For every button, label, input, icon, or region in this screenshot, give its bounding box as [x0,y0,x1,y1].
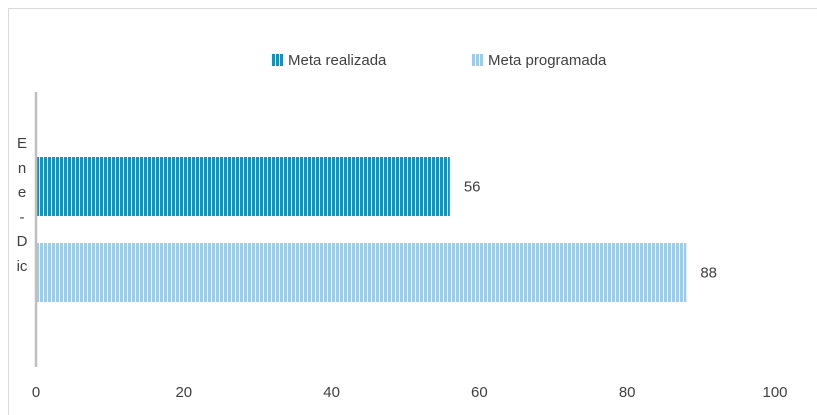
bar [36,157,450,216]
y-tick-label: Ene-Dic [16,135,28,275]
x-tick-label: 60 [471,384,488,401]
legend-label: Meta realizada [288,52,387,69]
bar [36,243,687,302]
x-tick-label: 40 [323,384,340,401]
x-tick-label: 80 [619,384,636,401]
legend-label: Meta programada [488,52,607,69]
x-tick-label: 20 [175,384,192,401]
data-label: 56 [464,178,481,195]
chart-border [8,8,817,415]
data-label: 88 [700,264,717,281]
x-tick-label: 0 [32,384,40,401]
legend-swatch [472,54,484,66]
legend-swatch [272,54,284,66]
x-tick-label: 100 [762,384,787,401]
